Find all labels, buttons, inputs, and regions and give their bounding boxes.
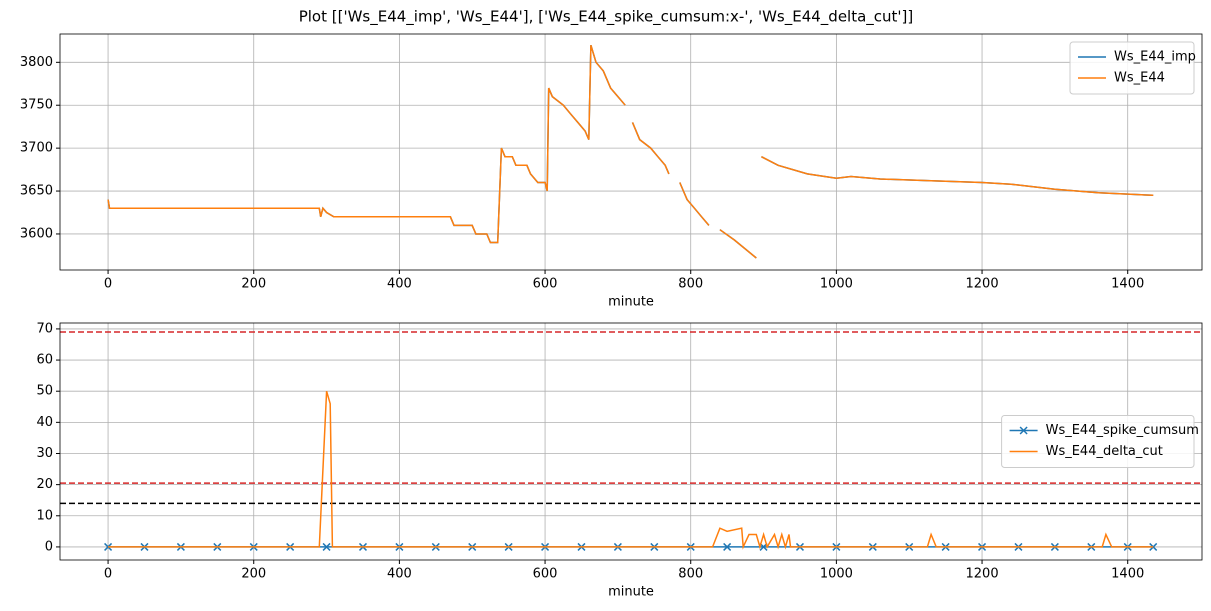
- legend: [1001, 415, 1195, 468]
- x-tick-label: 1000: [820, 567, 853, 582]
- x-tick-label: 800: [678, 567, 703, 582]
- y-tick-label: 3600: [20, 226, 53, 241]
- legend: [1069, 41, 1195, 95]
- legend-label: Ws_E44_imp: [1114, 50, 1196, 65]
- series-marker: [104, 542, 113, 551]
- x-tick-label: 0: [104, 567, 112, 582]
- y-tick-label: 40: [36, 415, 53, 430]
- x-tick-label: 0: [104, 277, 112, 292]
- x-axis-label: minute: [608, 585, 654, 600]
- x-tick-label: 800: [678, 277, 703, 292]
- legend-label: Ws_E44_delta_cut: [1046, 444, 1163, 459]
- x-tick-label: 1200: [966, 277, 999, 292]
- legend-label: Ws_E44: [1114, 71, 1165, 86]
- y-tick-label: 3750: [20, 98, 53, 113]
- x-tick-label: 600: [533, 567, 558, 582]
- series-line: [679, 182, 710, 226]
- x-tick-label: 600: [533, 277, 558, 292]
- y-tick-label: 3650: [20, 184, 53, 199]
- x-axis-label: minute: [608, 295, 654, 310]
- series-line: [719, 229, 757, 259]
- y-tick-label: 20: [36, 477, 53, 492]
- x-tick-label: 1400: [1111, 567, 1144, 582]
- y-tick-label: 50: [36, 384, 53, 399]
- legend-label: Ws_E44_spike_cumsum: [1046, 423, 1199, 438]
- y-tick-label: 0: [45, 539, 53, 554]
- series-line: [107, 44, 626, 244]
- x-tick-label: 200: [241, 277, 266, 292]
- y-tick-label: 60: [36, 353, 53, 368]
- series-marker: [322, 542, 331, 551]
- plot-area: [60, 34, 1202, 270]
- y-tick-label: 70: [36, 321, 53, 336]
- plot-frame: [59, 33, 1203, 271]
- x-tick-label: 1400: [1111, 277, 1144, 292]
- plot-frame: [59, 322, 1203, 561]
- legend-marker: [1019, 426, 1028, 435]
- y-tick-label: 3700: [20, 141, 53, 156]
- y-tick-label: 10: [36, 508, 53, 523]
- series-line: [761, 156, 1154, 197]
- x-tick-label: 1000: [820, 277, 853, 292]
- x-tick-label: 400: [387, 567, 412, 582]
- series-line: [631, 122, 670, 175]
- series-marker: [723, 542, 732, 551]
- y-tick-label: 30: [36, 446, 53, 461]
- series-line: [108, 390, 1154, 550]
- y-tick-label: 3800: [20, 55, 53, 70]
- x-tick-label: 400: [387, 277, 412, 292]
- x-tick-label: 1200: [966, 567, 999, 582]
- x-tick-label: 200: [241, 567, 266, 582]
- figure-title: Plot [['Ws_E44_imp', 'Ws_E44'], ['Ws_E44…: [299, 8, 914, 27]
